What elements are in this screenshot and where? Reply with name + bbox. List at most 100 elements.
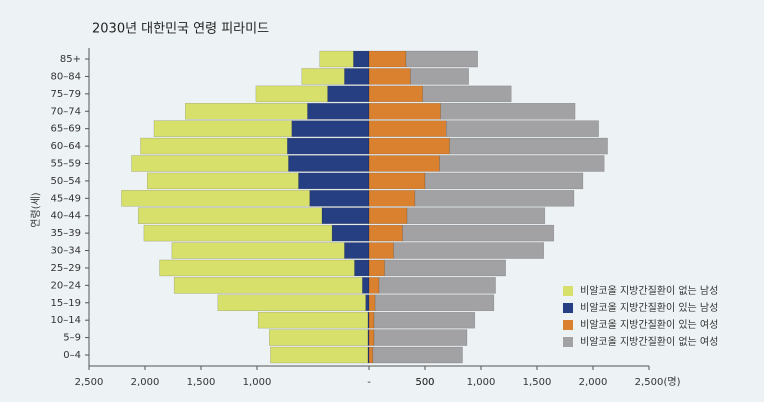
y-tick-label: 20–24 (51, 280, 81, 291)
bar (319, 50, 354, 68)
bar (286, 137, 370, 155)
bar (307, 103, 370, 120)
bar (405, 50, 478, 68)
bar (440, 103, 576, 120)
bar (424, 172, 584, 190)
bar (406, 207, 546, 224)
bar (414, 190, 575, 207)
y-tick-label: 50–54 (51, 176, 81, 187)
bar (368, 346, 374, 364)
legend-swatch (563, 320, 573, 330)
x-tick-label: 2,500 (635, 377, 664, 388)
x-tick-label: 2,500 (75, 377, 104, 388)
bar (146, 172, 299, 190)
x-tick-label: 2,000 (579, 377, 608, 388)
x-tick-label: 500 (415, 377, 434, 388)
bar (368, 224, 403, 242)
y-tick-label: 65–69 (51, 124, 81, 135)
y-tick-label: 15–19 (51, 298, 81, 309)
bar (257, 311, 369, 329)
bar (422, 85, 512, 103)
legend-label: 비알코올 지방간질환이 있는 남성 (580, 302, 718, 314)
y-tick-label: 70–74 (51, 106, 81, 117)
bar (374, 294, 495, 312)
y-axis-label: 연령(세) (30, 192, 42, 228)
bar (131, 155, 289, 172)
bar (344, 68, 370, 85)
bar (402, 224, 555, 242)
bar (368, 103, 441, 120)
y-tick-label: 10–14 (51, 315, 81, 326)
y-tick-label: 80–84 (51, 71, 81, 82)
bar (373, 329, 468, 346)
y-tick-label: 45–49 (51, 193, 81, 204)
bar (153, 120, 292, 137)
x-unit: (명) (663, 376, 680, 388)
bar (449, 137, 608, 155)
y-tick-label: 60–64 (51, 141, 81, 152)
bar (368, 155, 440, 172)
x-tick-label: 2,000 (131, 377, 160, 388)
y-tick-label: 40–44 (51, 211, 81, 222)
bar (368, 120, 447, 137)
x-tick-label: 1,000 (467, 377, 496, 388)
y-tick-label: 0–4 (63, 350, 81, 361)
bar (331, 224, 370, 242)
legend-swatch (563, 337, 573, 347)
bar (185, 103, 308, 120)
bar (368, 242, 394, 259)
bar (368, 85, 424, 103)
bar (373, 311, 476, 329)
bar (171, 242, 345, 259)
bar (291, 120, 370, 137)
legend-swatch (563, 286, 573, 296)
bar (368, 294, 376, 312)
bar (368, 190, 416, 207)
bar (143, 224, 333, 242)
bar (368, 50, 407, 68)
bar (269, 329, 369, 346)
x-tick-label: - (367, 377, 371, 388)
y-tick-label: 75–79 (51, 89, 81, 100)
bar (368, 329, 375, 346)
chart-title: 2030년 대한민국 연령 피라미드 (92, 22, 269, 37)
bar (368, 68, 411, 85)
bar (217, 294, 366, 312)
y-tick-label: 55–59 (51, 158, 81, 169)
y-tick-label: 35–39 (51, 228, 81, 239)
bar (384, 259, 506, 277)
legend-label: 비알코올 지방간질환이 있는 여성 (580, 319, 718, 331)
bar (298, 172, 370, 190)
bar (327, 85, 370, 103)
bar (353, 50, 370, 68)
x-tick-label: 1,500 (523, 377, 552, 388)
bar (301, 68, 345, 85)
bar (354, 259, 370, 277)
x-tick-label: 500 (415, 377, 434, 388)
y-tick-label: 85+ (60, 54, 81, 65)
legend-label: 비알코올 지방간질환이 없는 여성 (580, 335, 718, 348)
bar (365, 294, 370, 312)
bar (446, 120, 599, 137)
y-tick-label: 5–9 (63, 333, 81, 344)
bar (344, 242, 370, 259)
bar (368, 137, 450, 155)
bar (255, 85, 328, 103)
bar (309, 190, 370, 207)
bar (140, 137, 288, 155)
bar (138, 207, 323, 224)
bar (368, 311, 375, 329)
bar (362, 277, 370, 294)
bar (368, 207, 408, 224)
legend-swatch (563, 303, 573, 313)
bar (321, 207, 370, 224)
bar (121, 190, 310, 207)
bar (288, 155, 370, 172)
legend-label: 비알코올 지방간질환이 없는 남성 (580, 284, 718, 297)
bar (368, 259, 385, 277)
x-tick-label: 1,500 (187, 377, 216, 388)
bar (368, 277, 380, 294)
bar (270, 346, 369, 364)
x-tick-label: 1,000 (243, 377, 272, 388)
